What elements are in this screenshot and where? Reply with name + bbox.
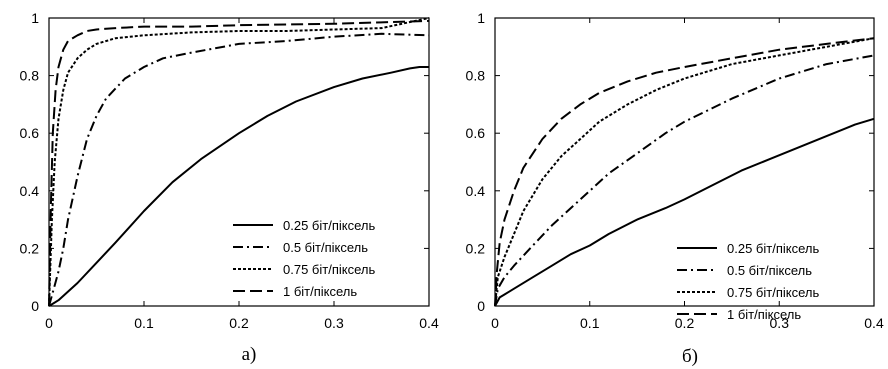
series-line-4 [48,19,430,307]
legend-label: 0.5 біт/піксель [283,240,368,255]
y-tick-label: 0.4 [466,183,486,199]
legend-label: 1 біт/піксель [283,284,357,299]
legend-label: 1 біт/піксель [727,307,801,322]
x-tick-label: 0.3 [324,315,344,331]
chart-panel-1: 0 0.1 0.2 0.3 0.4 0 0.2 0.4 0.6 0.8 1 0.25 біт/пікс… [20,10,439,365]
y-tick-label: 0.6 [20,125,40,141]
y-tick-label: 0.6 [466,125,486,141]
y-tick-label: 1 [31,10,39,26]
series-line-3 [494,37,875,307]
series-line-1 [48,66,429,307]
panel-caption: а) [242,344,257,365]
y-tick-label: 0 [477,298,485,314]
y-tick-label: 0.2 [466,240,486,256]
legend: 0.25 біт/піксель 0.5 біт/піксель 0.75 біт/… [677,241,819,322]
y-tick-label: 0.2 [20,240,40,256]
series-line-1 [494,117,875,307]
x-tick-label: 0.4 [864,315,884,331]
series-line-2 [48,32,430,307]
series-line-2 [494,54,875,307]
legend-label: 0.5 біт/піксель [727,263,812,278]
x-tick-label: 0.2 [675,315,695,331]
y-tick-label: 1 [477,10,485,26]
series-line-3 [48,17,430,307]
y-tick-label: 0.4 [20,183,40,199]
legend-label: 0.25 біт/піксель [283,218,375,233]
x-tick-label: 0.2 [229,315,249,331]
x-tick-label: 0.4 [419,315,439,331]
panel-caption: б) [682,346,698,367]
x-tick-label: 0 [491,315,499,331]
legend-label: 0.25 біт/піксель [727,241,819,256]
plot-frame [494,17,875,307]
x-tick-label: 0 [45,315,53,331]
chart-panel-2: 0 0.1 0.2 0.3 0.4 0 0.2 0.4 0.6 0.8 1 0.25 біт/пікс… [466,10,884,367]
x-tick-label: 0.1 [134,315,154,331]
legend: 0.25 біт/піксель 0.5 біт/піксель 0.75 біт/… [233,218,375,299]
y-tick-label: 0.8 [20,68,40,84]
x-tick-label: 0.1 [580,315,600,331]
y-tick-label: 0.8 [466,68,486,84]
series-line-4 [494,37,875,307]
x-tick-label: 0.3 [770,315,790,331]
y-tick-label: 0 [31,298,39,314]
legend-label: 0.75 біт/піксель [283,262,375,277]
legend-label: 0.75 біт/піксель [727,285,819,300]
